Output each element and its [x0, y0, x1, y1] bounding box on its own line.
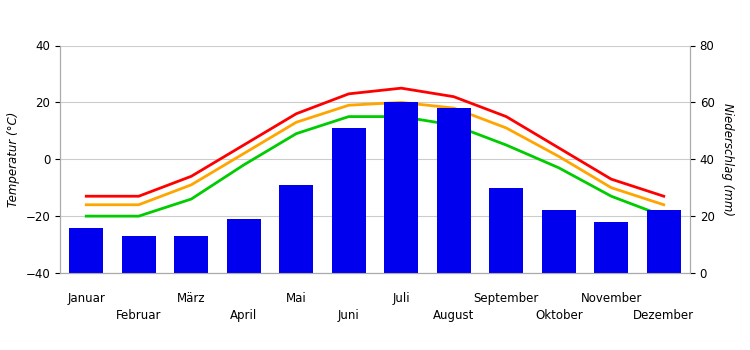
- Y-axis label: Temperatur (°C): Temperatur (°C): [7, 112, 20, 207]
- Text: Juni: Juni: [338, 309, 360, 322]
- Text: September: September: [473, 293, 539, 306]
- Bar: [646, 210, 681, 273]
- Y-axis label: Niederschlag (mm): Niederschlag (mm): [721, 103, 734, 216]
- Bar: [594, 222, 628, 273]
- Text: Januar: Januar: [68, 293, 105, 306]
- Text: August: August: [433, 309, 475, 322]
- Text: April: April: [230, 309, 257, 322]
- Text: März: März: [177, 293, 206, 306]
- Bar: [122, 236, 156, 273]
- Text: Oktober: Oktober: [535, 309, 583, 322]
- Bar: [174, 236, 208, 273]
- Bar: [69, 228, 104, 273]
- Bar: [332, 128, 366, 273]
- Bar: [226, 219, 261, 273]
- Bar: [542, 210, 576, 273]
- Text: Februar: Februar: [116, 309, 161, 322]
- Bar: [279, 185, 314, 273]
- Bar: [489, 188, 524, 273]
- Text: Juli: Juli: [392, 293, 410, 306]
- Text: November: November: [580, 293, 642, 306]
- Text: Dezember: Dezember: [633, 309, 694, 322]
- Text: Mai: Mai: [286, 293, 307, 306]
- Bar: [436, 108, 471, 273]
- Bar: [384, 102, 418, 273]
